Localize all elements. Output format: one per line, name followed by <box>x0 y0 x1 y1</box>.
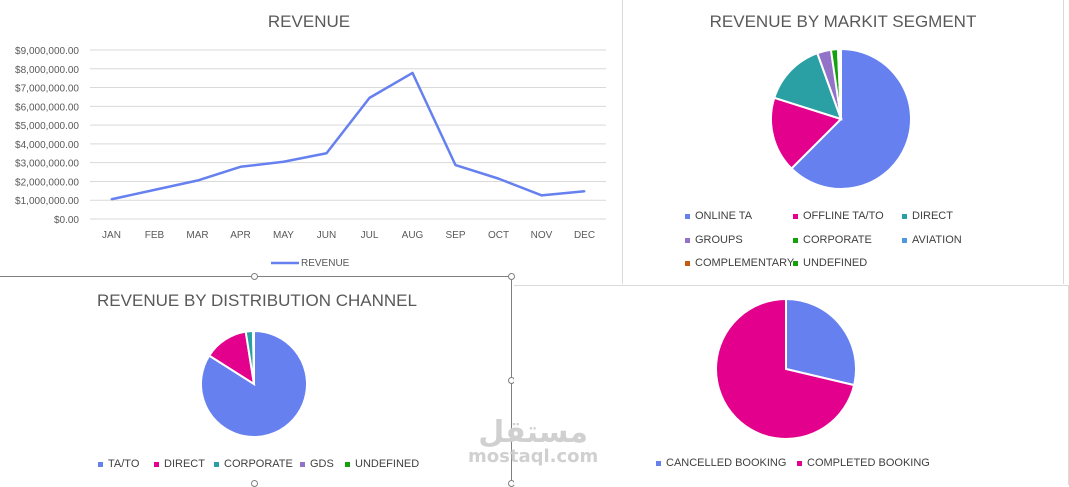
revenue-data-point <box>498 178 500 180</box>
market-segment-pie-chart[interactable]: REVENUE BY MARKIT SEGMENT ONLINE TA OFFL… <box>622 0 1064 284</box>
legend-swatch <box>793 214 798 219</box>
market-segment-legend: ONLINE TA OFFLINE TA/TO DIRECT GROUPS CO… <box>623 0 1065 284</box>
x-tick-label: MAR <box>186 230 208 241</box>
x-tick-label: JUN <box>317 230 336 241</box>
y-tick-label: $8,000,000.00 <box>15 65 79 76</box>
revenue-data-point <box>154 189 156 191</box>
legend-swatch <box>685 238 690 243</box>
revenue-data-point <box>412 72 414 74</box>
legend-swatch <box>98 462 103 467</box>
legend-swatch <box>685 261 690 266</box>
revenue-data-point <box>326 152 328 154</box>
x-tick-label: JUL <box>361 230 379 241</box>
legend-item-groups: GROUPS <box>685 234 743 246</box>
revenue-data-point <box>584 190 586 192</box>
x-tick-label: APR <box>230 230 251 241</box>
legend-swatch <box>797 461 802 466</box>
legend-item-corporate: CORPORATE <box>214 458 293 470</box>
revenue-data-point <box>369 97 371 99</box>
revenue-data-point <box>111 198 113 200</box>
y-tick-label: $7,000,000.00 <box>15 84 79 95</box>
legend-swatch <box>902 214 907 219</box>
revenue-data-point <box>283 161 285 163</box>
legend-swatch <box>902 238 907 243</box>
y-tick-label: $9,000,000.00 <box>15 46 79 57</box>
revenue-data-point <box>197 180 199 182</box>
revenue-series-line <box>112 73 585 199</box>
legend-item-undefined: UNDEFINED <box>345 458 419 470</box>
legend-item-complementary: COMPLEMENTARY <box>685 257 794 269</box>
revenue-data-point <box>455 164 457 166</box>
watermark-arabic: مستقل <box>468 418 598 448</box>
x-tick-label: JAN <box>102 230 121 241</box>
revenue-line-chart[interactable]: REVENUE $0.00$1,000,000.00$2,000,000.00$… <box>0 0 618 276</box>
y-tick-label: $5,000,000.00 <box>15 121 79 132</box>
y-tick-label: $0.00 <box>54 215 79 226</box>
distribution-channel-legend: TA/TO DIRECT CORPORATE GDS UNDEFINED <box>0 277 512 486</box>
legend-swatch <box>793 261 798 266</box>
legend-item-gds: GDS <box>300 458 334 470</box>
legend-swatch <box>154 462 159 467</box>
x-tick-label: NOV <box>531 230 553 241</box>
legend-swatch <box>656 461 661 466</box>
x-tick-label: OCT <box>488 230 509 241</box>
legend-item-direct: DIRECT <box>154 458 205 470</box>
legend-swatch <box>345 462 350 467</box>
resize-handle-bottom[interactable] <box>251 480 258 487</box>
legend-swatch <box>685 214 690 219</box>
y-tick-label: $1,000,000.00 <box>15 196 79 207</box>
legend-item-completed-booking: COMPLETED BOOKING <box>797 457 930 469</box>
legend-item-offline-ta-to: OFFLINE TA/TO <box>793 210 884 222</box>
legend-item-undefined: UNDEFINED <box>793 257 867 269</box>
watermark-latin: mostaql.com <box>468 448 598 466</box>
revenue-data-point <box>541 194 543 196</box>
distribution-channel-pie-chart[interactable]: REVENUE BY DISTRIBUTION CHANNEL TA/TO DI… <box>0 276 512 485</box>
revenue-line-plot: $0.00 $1,000,000.00 $2,000,000.00 $3,000,00… <box>0 0 618 276</box>
y-tick-label: $6,000,000.00 <box>15 102 79 113</box>
legend-item-corporate: CORPORATE <box>793 234 872 246</box>
y-tick-label: $4,000,000.00 <box>15 140 79 151</box>
legend-item-aviation: AVIATION <box>902 234 962 246</box>
x-tick-label: DEC <box>574 230 595 241</box>
legend-swatch <box>300 462 305 467</box>
legend-item-cancelled-booking: CANCELLED BOOKING <box>656 457 786 469</box>
x-tick-label: MAY <box>273 230 294 241</box>
mostaql-watermark: مستقل mostaql.com <box>468 418 598 466</box>
legend-swatch <box>214 462 219 467</box>
legend-item-online-ta: ONLINE TA <box>685 210 752 222</box>
y-tick-label: $2,000,000.00 <box>15 177 79 188</box>
legend-swatch <box>793 238 798 243</box>
y-tick-label: $3,000,000.00 <box>15 159 79 170</box>
revenue-data-point <box>240 166 242 168</box>
x-tick-label: FEB <box>145 230 165 241</box>
resize-handle-top-right[interactable] <box>508 273 515 280</box>
legend-revenue-label: REVENUE <box>301 258 350 269</box>
resize-handle-top-left[interactable] <box>251 273 258 280</box>
legend-item-ta-to: TA/TO <box>98 458 139 470</box>
x-tick-label: SEP <box>445 230 465 241</box>
legend-item-direct: DIRECT <box>902 210 953 222</box>
x-tick-label: AUG <box>402 230 424 241</box>
